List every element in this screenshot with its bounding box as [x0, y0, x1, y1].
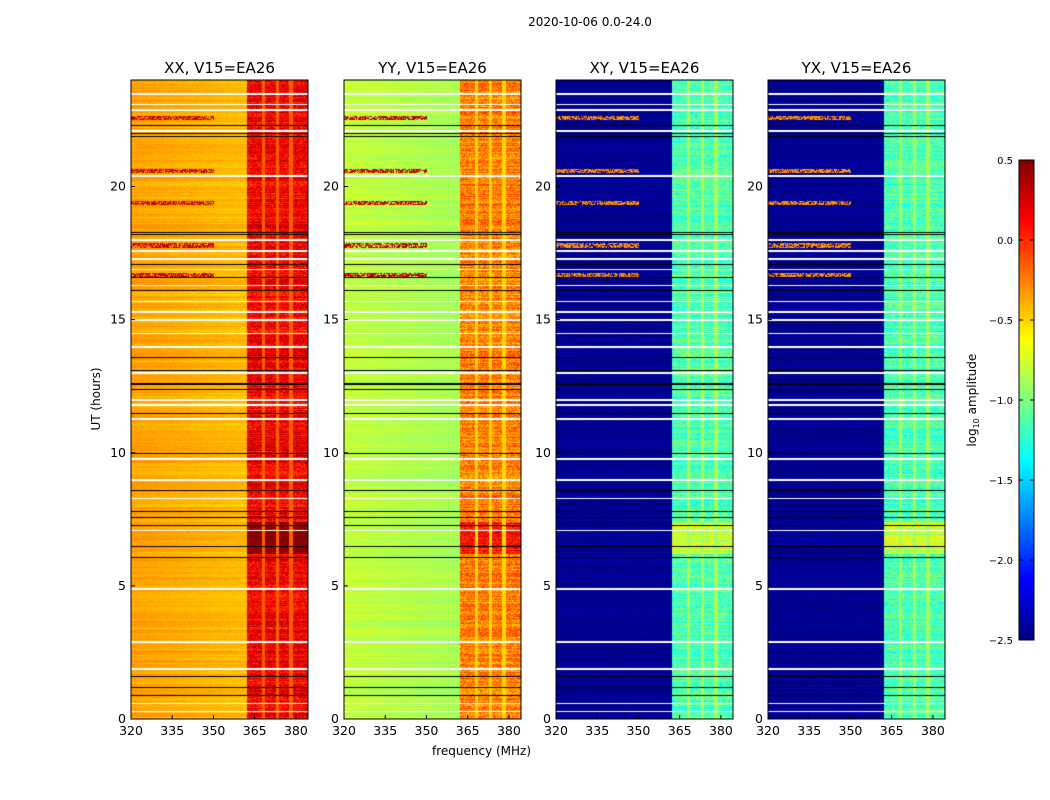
y-tick-label: 15 — [110, 312, 126, 327]
colorbar-tick-label: −2.0 — [989, 556, 1013, 567]
x-tick-label: 380 — [709, 723, 733, 738]
panel-title-xy: XY, V15=EA26 — [589, 59, 700, 77]
colorbar-tick-label: −1.0 — [989, 396, 1013, 407]
y-tick-label: 10 — [110, 445, 126, 460]
x-tick-label: 335 — [585, 723, 609, 738]
y-tick-label: 20 — [323, 179, 339, 194]
x-tick-label: 350 — [202, 723, 226, 738]
x-tick-label: 380 — [921, 723, 945, 738]
y-tick-label: 15 — [747, 312, 763, 327]
y-tick-label: 5 — [543, 578, 551, 593]
panel-title-xx: XX, V15=EA26 — [164, 59, 275, 77]
x-tick-label: 365 — [668, 723, 692, 738]
x-tick-label: 350 — [839, 723, 863, 738]
y-tick-label: 0 — [331, 711, 339, 726]
colorbar-tick-label: 0.0 — [997, 236, 1013, 247]
heatmap-xx — [131, 80, 308, 719]
y-tick-label: 10 — [747, 445, 763, 460]
y-tick-label: 0 — [543, 711, 551, 726]
heatmap-xy — [556, 80, 733, 719]
x-tick-label: 320 — [332, 723, 356, 738]
x-tick-label: 320 — [544, 723, 568, 738]
panel-title-yx: YX, V15=EA26 — [801, 59, 912, 77]
y-tick-label: 20 — [110, 179, 126, 194]
x-axis-label: frequency (MHz) — [432, 744, 532, 758]
y-tick-label: 15 — [323, 312, 339, 327]
heatmap-yy — [344, 80, 521, 719]
panel-frame — [343, 79, 522, 720]
y-tick-label: 0 — [755, 711, 763, 726]
colorbar-tick-label: −2.5 — [989, 636, 1013, 647]
y-tick-label: 0 — [118, 711, 126, 726]
x-tick-label: 350 — [627, 723, 651, 738]
panel-frame — [130, 79, 309, 720]
panel-frame — [767, 79, 946, 720]
y-tick-label: 5 — [331, 578, 339, 593]
y-tick-label: 10 — [535, 445, 551, 460]
y-tick-label: 20 — [535, 179, 551, 194]
colorbar-tick-label: −1.5 — [989, 476, 1013, 487]
figure-title: 2020-10-06 0.0-24.0 — [528, 15, 652, 29]
colorbar — [1019, 160, 1034, 640]
x-tick-label: 335 — [160, 723, 184, 738]
x-tick-label: 365 — [243, 723, 267, 738]
panel-frame — [555, 79, 734, 720]
x-tick-label: 320 — [756, 723, 780, 738]
x-tick-label: 335 — [373, 723, 397, 738]
x-tick-label: 320 — [119, 723, 143, 738]
y-tick-label: 5 — [755, 578, 763, 593]
colorbar-tick-label: 0.5 — [997, 156, 1013, 167]
x-tick-label: 380 — [497, 723, 521, 738]
y-tick-label: 5 — [118, 578, 126, 593]
y-tick-label: 20 — [747, 179, 763, 194]
x-tick-label: 350 — [415, 723, 439, 738]
panel-title-yy: YY, V15=EA26 — [378, 59, 487, 77]
x-tick-label: 380 — [284, 723, 308, 738]
y-tick-label: 15 — [535, 312, 551, 327]
x-tick-label: 365 — [880, 723, 904, 738]
x-tick-label: 335 — [797, 723, 821, 738]
y-tick-label: 10 — [323, 445, 339, 460]
heatmap-yx — [768, 80, 945, 719]
colorbar-tick-label: −0.5 — [989, 316, 1013, 327]
x-tick-label: 365 — [456, 723, 480, 738]
